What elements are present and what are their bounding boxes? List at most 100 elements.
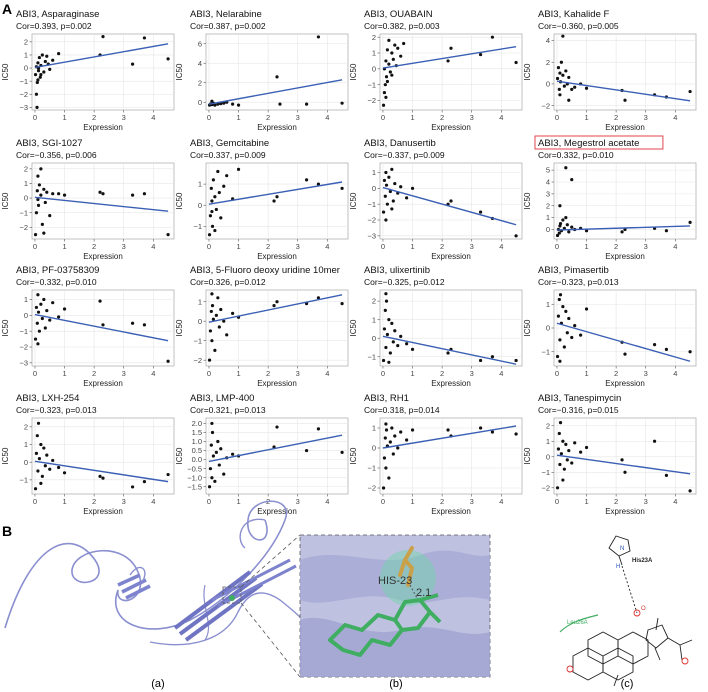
x-tick-label: 2 [440, 242, 444, 251]
data-point [381, 103, 386, 107]
x-axis-label: Expression [605, 123, 645, 132]
data-point [37, 329, 41, 333]
y-tick-label: −2 [19, 223, 28, 232]
x-tick-label: 1 [236, 113, 240, 122]
y-tick-label: −2 [19, 90, 28, 99]
zoom-line-bottom [240, 602, 301, 678]
data-point [623, 227, 627, 232]
y-tick-label: −2 [367, 216, 376, 225]
x-tick-label: 3 [122, 113, 126, 122]
y-tick-label: 1 [24, 51, 28, 60]
data-point [35, 105, 39, 109]
x-tick-label: 1 [584, 497, 588, 506]
data-point [558, 462, 562, 467]
regression-line [382, 186, 517, 226]
data-point [39, 193, 43, 197]
panel-title: ABI3, RH1 [364, 393, 409, 404]
x-tick-label: 2 [614, 369, 618, 378]
y-axis-label: IC50 [175, 192, 184, 209]
data-point [383, 436, 387, 440]
data-point [390, 51, 394, 55]
data-point [393, 181, 397, 186]
x-tick-label: 2 [440, 369, 444, 378]
y-tick-label: 1 [372, 315, 376, 324]
data-point [561, 305, 565, 309]
data-point [48, 214, 52, 218]
data-point [561, 34, 565, 38]
data-point [207, 485, 212, 489]
y-axis-label: IC50 [523, 63, 532, 80]
x-tick-label: 0 [33, 113, 37, 122]
data-point [42, 231, 46, 235]
data-point [565, 458, 569, 462]
zoom-line-top [240, 534, 301, 588]
y-axis-label: IC50 [349, 192, 358, 209]
y-tick-label: 1.0 [192, 437, 202, 446]
data-point [384, 75, 389, 79]
data-point [166, 233, 170, 237]
data-point [573, 441, 577, 445]
data-point [62, 307, 67, 311]
data-point [564, 309, 568, 313]
data-point [101, 35, 105, 39]
y-tick-label: 2 [372, 33, 376, 42]
y-tick-label: −2 [19, 343, 28, 352]
data-point [142, 480, 147, 484]
y-tick-label: 0 [24, 194, 28, 203]
x-axis-label: Expression [257, 252, 297, 261]
data-point [567, 448, 571, 453]
data-point [130, 321, 135, 325]
subpanel-label-c: (c) [621, 678, 634, 690]
data-point [222, 184, 226, 188]
data-point [562, 345, 566, 349]
data-point [688, 220, 692, 224]
x-tick-label: 3 [122, 369, 126, 378]
data-point [558, 338, 562, 342]
data-point [33, 73, 38, 77]
data-point [225, 174, 229, 178]
x-tick-label: 0 [381, 497, 385, 506]
data-point [37, 183, 41, 187]
data-point [142, 192, 147, 196]
data-point [36, 203, 41, 207]
data-point [42, 446, 46, 450]
data-point [51, 192, 55, 196]
x-tick-label: 2 [614, 113, 618, 122]
x-tick-label: 0 [207, 113, 211, 122]
panel-title: ABI3, LXH-254 [16, 393, 79, 404]
his-residue-label: HIS-23 [378, 575, 412, 587]
panel-title: ABI3, ulixertinib [364, 265, 430, 276]
data-point [446, 428, 450, 432]
data-point [210, 476, 214, 480]
data-point [33, 233, 38, 237]
panel-title: ABI3, OUABAIN [364, 9, 433, 20]
data-point [57, 315, 61, 319]
data-point [385, 202, 389, 206]
data-point [51, 301, 55, 305]
x-tick-label: 2 [440, 113, 444, 122]
protein-structure-illustration [4, 500, 312, 646]
panel-title: ABI3, Asparaginase [16, 9, 99, 20]
data-point [39, 481, 43, 485]
data-point [385, 48, 389, 52]
x-tick-label: 0 [207, 242, 211, 251]
y-tick-label: 6 [198, 39, 202, 48]
x-tick-label: 2 [614, 242, 618, 251]
panel-stat: Cor=−0.316, p=0.015 [538, 405, 619, 415]
data-point [43, 326, 47, 330]
x-tick-label: 2 [266, 369, 270, 378]
data-point [557, 431, 561, 436]
data-point [216, 296, 220, 300]
data-point [579, 450, 583, 454]
y-tick-label: 1 [198, 297, 202, 306]
data-point [43, 464, 47, 468]
data-point [214, 450, 218, 454]
y-tick-label: 0 [546, 225, 550, 234]
panel-stat: Cor=0.393, p=0.002 [16, 21, 92, 31]
x-tick-label: 3 [122, 497, 126, 506]
data-point [40, 474, 44, 478]
data-point [51, 58, 55, 62]
